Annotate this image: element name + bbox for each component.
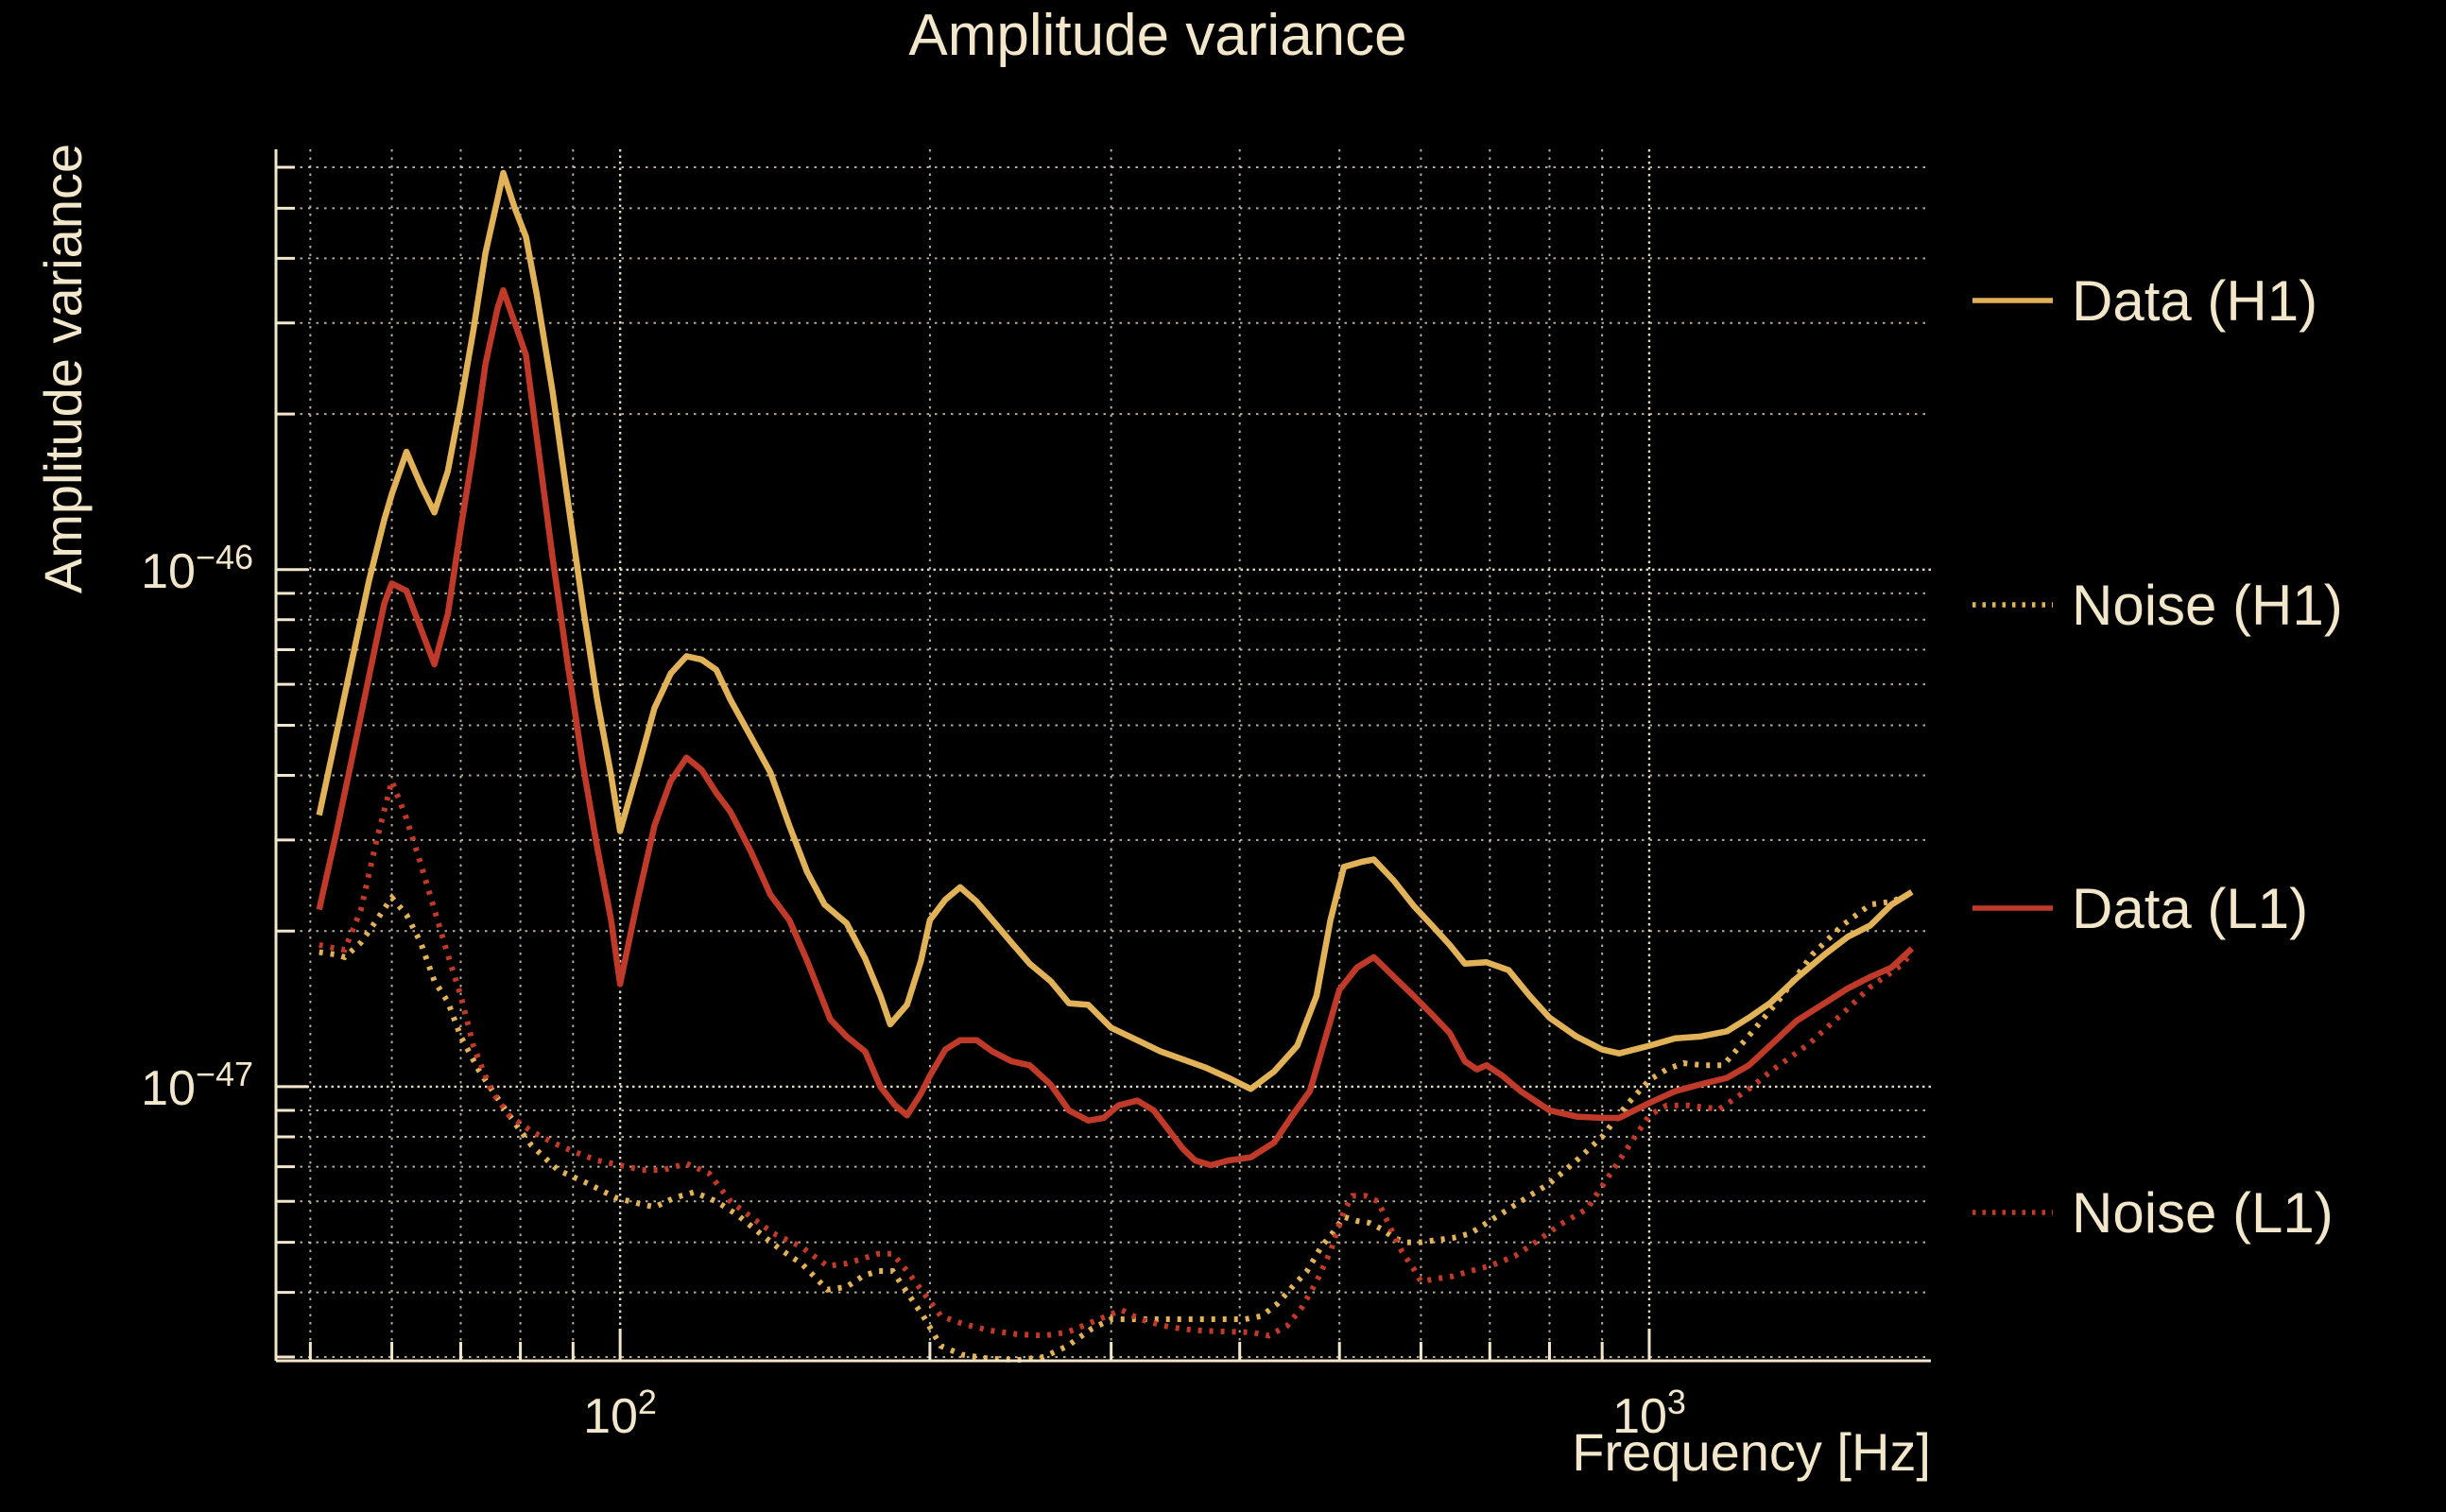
y-axis-label: Amplitude variance	[33, 144, 93, 593]
noise-l1-curve	[319, 771, 1915, 1339]
legend-label: Data (H1)	[2072, 269, 2317, 333]
legend-label: Noise (L1)	[2072, 1181, 2334, 1245]
data-h1-curve	[316, 169, 1914, 1092]
gridlines-major	[276, 149, 1931, 1361]
legend-entry-noise_h1: Noise (H1)	[1972, 574, 2343, 637]
y-tick-label-1e-46: 10−46	[141, 538, 253, 599]
y-tick-label-1e-47: 10−47	[141, 1055, 253, 1116]
legend: Data (H1) Noise (H1) Data (L1) Noise (L1)	[1972, 269, 2343, 1245]
legend-entry-noise_l1: Noise (L1)	[1972, 1181, 2334, 1245]
data-l1-curve	[316, 286, 1915, 1169]
data-curves	[316, 169, 1915, 1364]
noise-h1-curve	[319, 890, 1914, 1364]
chart-title: Amplitude variance	[908, 3, 1406, 68]
x-axis-label: Frequency [Hz]	[1572, 1422, 1931, 1482]
axis-tick-marks	[276, 165, 1651, 1361]
legend-entry-data_h1: Data (H1)	[1972, 269, 2317, 333]
legend-entry-data_l1: Data (L1)	[1972, 877, 2308, 940]
x-tick-label-100: 102	[583, 1383, 657, 1444]
x-tick-label-1000: 103	[1612, 1383, 1686, 1444]
gridlines-minor	[276, 149, 1931, 1361]
legend-label: Data (L1)	[2072, 877, 2308, 940]
legend-label: Noise (H1)	[2072, 574, 2343, 637]
